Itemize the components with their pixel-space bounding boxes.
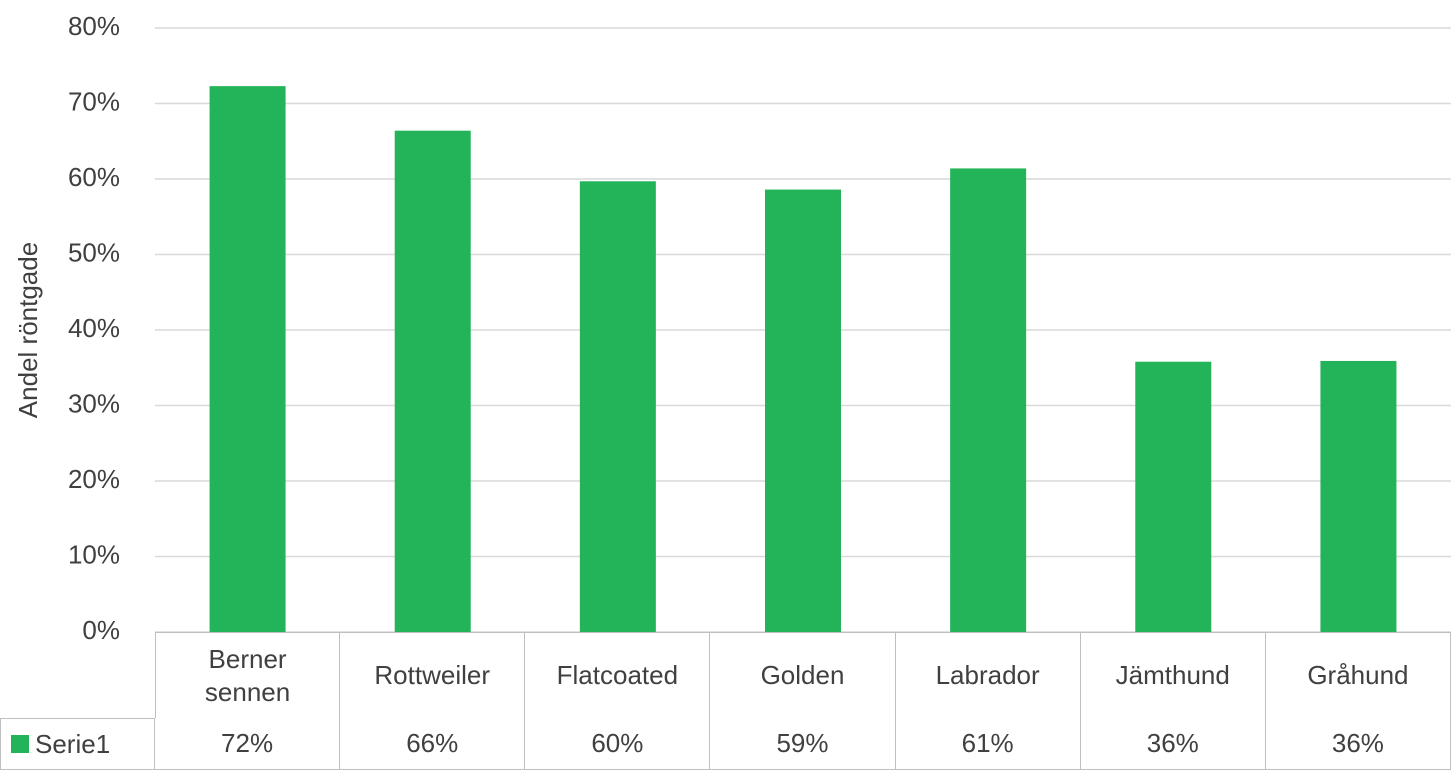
x-tick-label: Golden [710, 632, 896, 718]
bar [1320, 360, 1397, 632]
x-tick-label: Gråhund [1265, 632, 1451, 718]
value-label-text: 72% [221, 728, 274, 759]
y-tick-label: 10% [68, 539, 120, 569]
value-label: 60% [525, 718, 711, 770]
x-tick-label-text: Jämthund [1115, 660, 1230, 691]
bar [209, 86, 286, 632]
y-tick-label: 80% [68, 11, 120, 41]
value-label: 36% [1265, 718, 1451, 770]
x-tick-label-text: Rottweiler [374, 660, 490, 691]
y-tick-label: 40% [68, 313, 120, 343]
x-tick-label-text: Flatcoated [556, 660, 679, 691]
x-tick-label-text: Golden [760, 660, 845, 691]
bar [950, 168, 1027, 632]
bar [394, 130, 471, 632]
x-tick-label-text: Labrador [935, 660, 1040, 691]
x-tick-label: Flatcoated [525, 632, 711, 718]
y-axis-label: Andel röntgade [13, 242, 43, 418]
y-tick-label: 50% [68, 237, 120, 267]
value-label-text: 66% [406, 728, 459, 759]
value-label: 36% [1080, 718, 1266, 770]
bar [579, 181, 656, 632]
value-label-text: 60% [591, 728, 644, 759]
y-tick-label: 20% [68, 464, 120, 494]
legend-label: Serie1 [35, 728, 111, 759]
x-tick-label-text: Berner sennen [204, 644, 291, 707]
x-tick-label-text: Gråhund [1307, 660, 1409, 691]
value-label-text: 59% [776, 728, 829, 759]
x-tick-label: Jämthund [1080, 632, 1266, 718]
x-tick-label: Labrador [895, 632, 1081, 718]
y-tick-label: 70% [68, 86, 120, 116]
y-tick-label: 0% [82, 615, 120, 645]
x-tick-label: Berner sennen [155, 632, 341, 718]
y-tick-label: 60% [68, 162, 120, 192]
value-label-text: 36% [1331, 728, 1384, 759]
value-label: 66% [340, 718, 526, 770]
bar [1135, 361, 1212, 632]
bar [765, 189, 841, 632]
x-tick-label: Rottweiler [340, 632, 526, 718]
value-label-text: 36% [1146, 728, 1199, 759]
value-label: 72% [155, 718, 341, 770]
value-label: 61% [895, 718, 1081, 770]
value-label: 59% [710, 718, 896, 770]
legend-swatch [11, 735, 29, 753]
value-label-text: 61% [961, 728, 1014, 759]
legend-cell: Serie1 [0, 718, 155, 770]
y-tick-label: 30% [68, 388, 120, 418]
